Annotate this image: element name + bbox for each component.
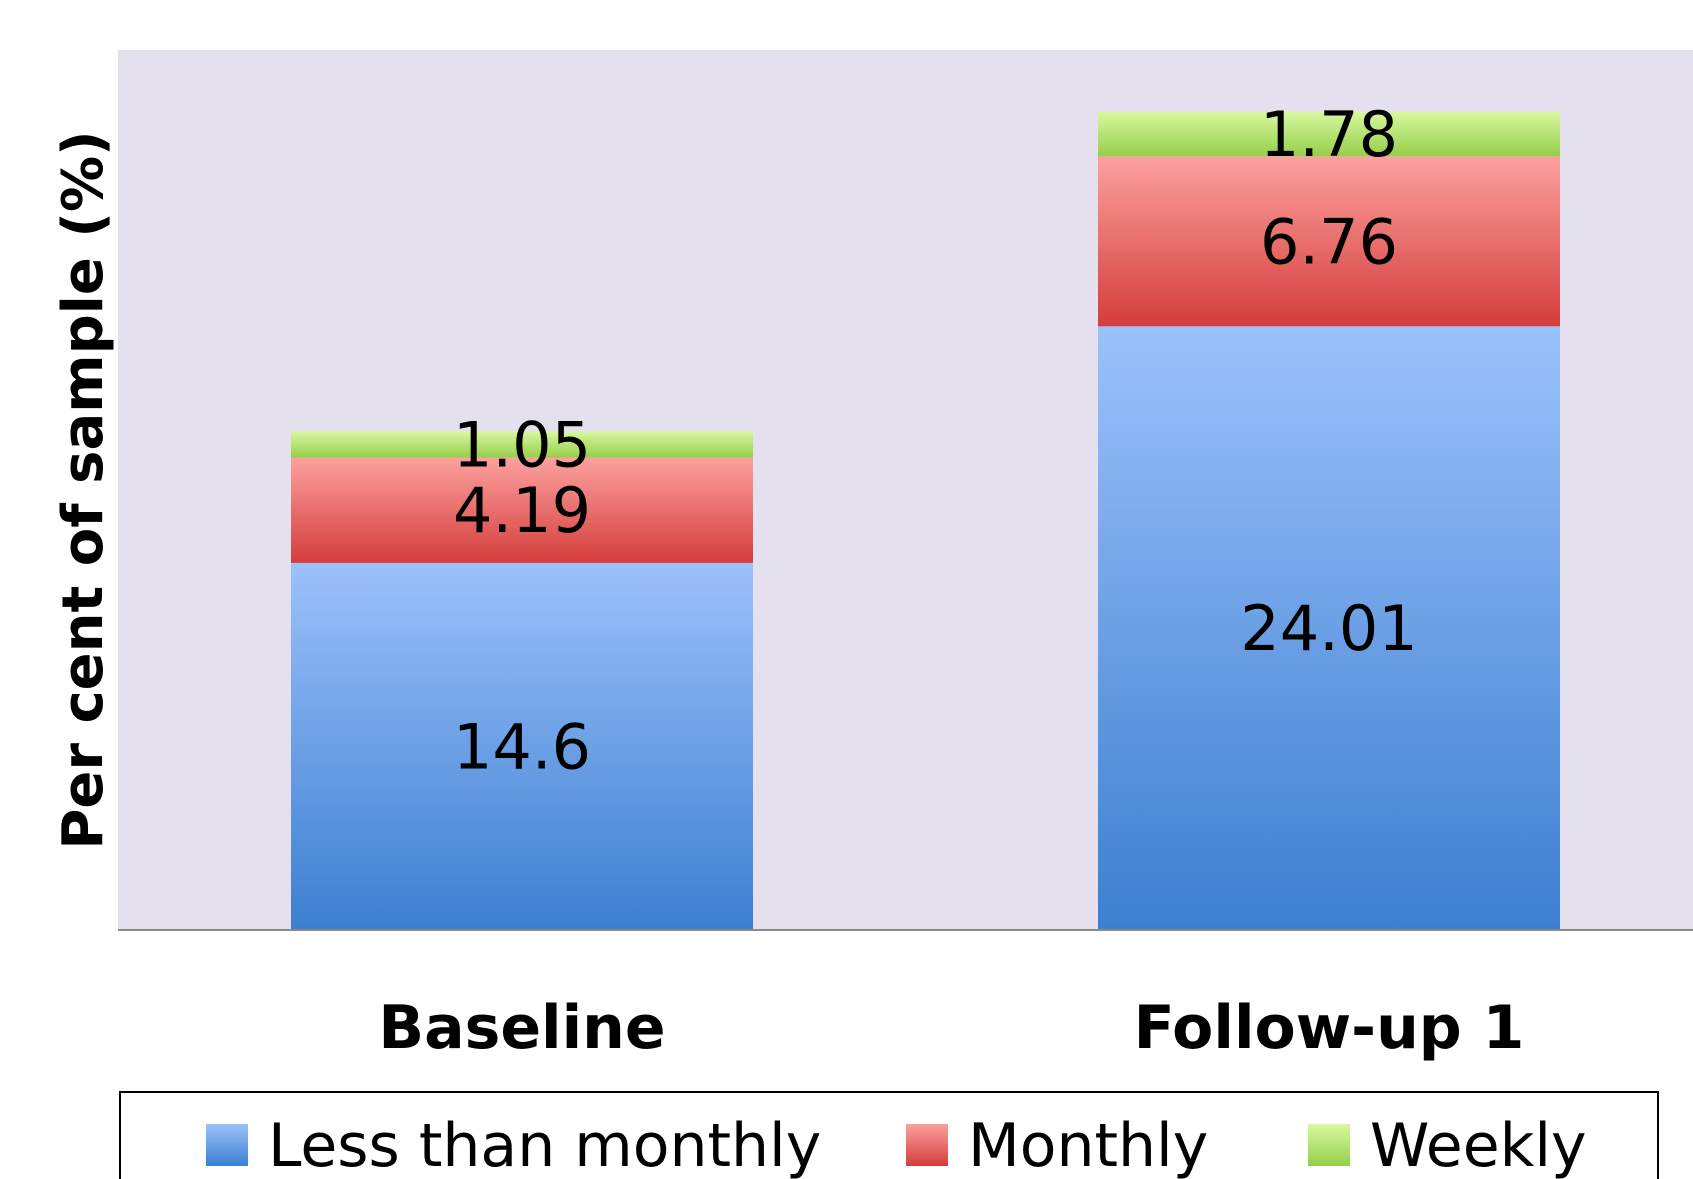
data-label: 1.78 [1260, 98, 1398, 171]
data-label: 14.6 [453, 710, 591, 783]
legend-swatch [206, 1124, 248, 1166]
data-label: 6.76 [1260, 205, 1398, 278]
data-label: 24.01 [1240, 592, 1418, 665]
legend: Less than monthly Monthly Weekly [119, 1091, 1659, 1179]
bar-monthly-baseline [291, 457, 753, 563]
y-axis-label: Per cent of sample (%) [51, 130, 116, 849]
x-tick-label: Follow-up 1 [1134, 993, 1525, 1063]
legend-label: Monthly [968, 1111, 1208, 1179]
legend-swatch [906, 1124, 948, 1166]
data-label: 4.19 [453, 474, 591, 547]
bar-less-than-monthly-follow-up-1 [1098, 326, 1560, 930]
legend-label: Weekly [1370, 1111, 1587, 1179]
x-tick-label: Baseline [378, 993, 665, 1063]
bar-weekly-baseline [291, 431, 753, 458]
bar-weekly-follow-up-1 [1098, 111, 1560, 157]
bars: 14.6 4.191.05 24.01 6.76 1.78 [291, 98, 1560, 930]
data-label: 1.05 [453, 408, 591, 481]
x-tick-labels: Baseline Follow-up 1 [378, 993, 1524, 1063]
bar-monthly-follow-up-1 [1098, 156, 1560, 327]
bar-less-than-monthly-baseline [291, 562, 753, 930]
legend-box [119, 1091, 1659, 1179]
legend-swatch [1308, 1124, 1350, 1166]
legend-label: Less than monthly [268, 1111, 821, 1179]
